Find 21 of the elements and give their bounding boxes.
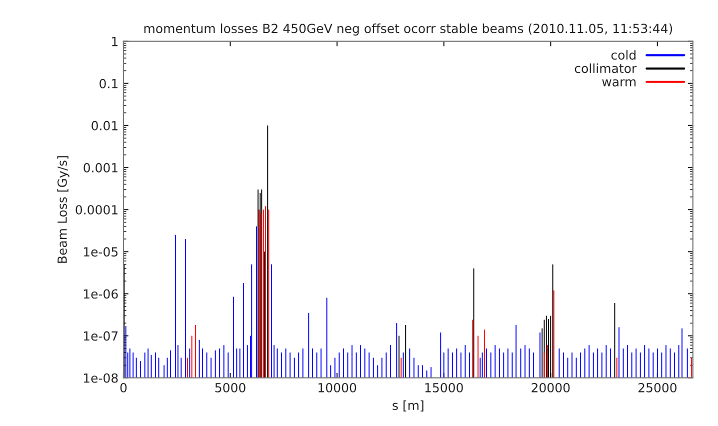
legend-label: warm	[602, 79, 636, 86]
y-tick-label: 1e-08	[84, 373, 118, 383]
x-tick-label: 5000	[215, 382, 246, 392]
legend-label: collimator	[574, 63, 637, 74]
y-axis-title: Beam Loss [Gy/s]	[57, 156, 70, 263]
x-tick-label: 10000	[318, 382, 356, 392]
x-tick-label: 0	[120, 382, 127, 392]
legend-label: cold	[611, 50, 636, 60]
chart-title: momentum losses B2 450GeV neg offset ocorr stable beams (2010.11.05, 11:53:44)	[144, 23, 672, 36]
y-tick-label: 1e-06	[84, 289, 118, 299]
y-tick-label: 0.001	[84, 162, 118, 172]
x-axis-title: s [m]	[392, 400, 424, 412]
y-tick-label: 1	[112, 36, 118, 46]
y-tick-label: 0.01	[92, 120, 118, 130]
x-tick-label: 25000	[638, 382, 676, 392]
y-tick-label: 0.1	[100, 78, 118, 88]
y-tick-label: 1e-07	[84, 331, 118, 341]
y-tick-label: 1e-05	[84, 247, 118, 257]
x-tick-label: 20000	[532, 382, 570, 392]
y-tick-label: 0.0001	[76, 205, 118, 215]
x-tick-label: 15000	[425, 382, 463, 392]
